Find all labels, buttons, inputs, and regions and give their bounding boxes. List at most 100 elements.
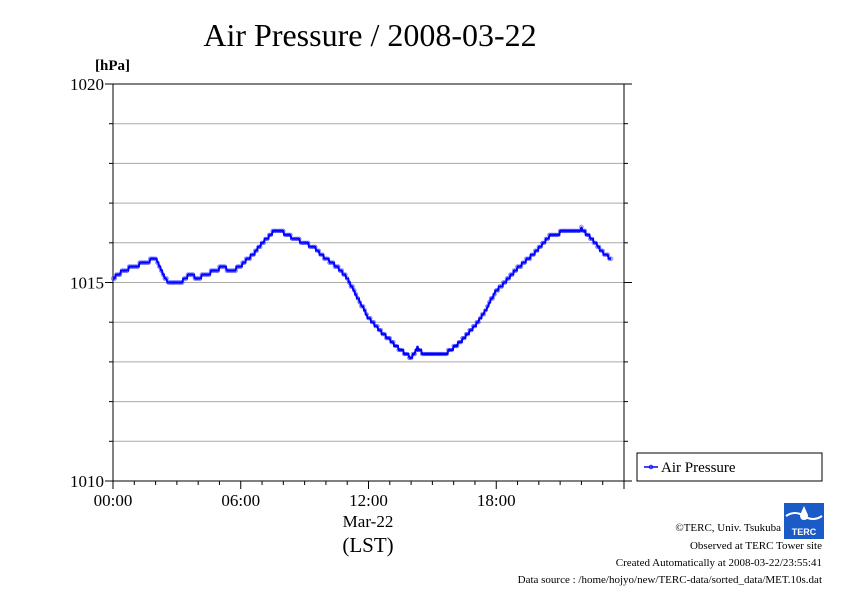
data-point: [159, 268, 164, 273]
data-point: [196, 276, 201, 281]
series-line-air-pressure: [113, 226, 612, 359]
data-point: [112, 276, 117, 281]
data-point: [506, 276, 511, 281]
data-point: [251, 252, 256, 257]
data-point: [581, 228, 586, 233]
data-point: [233, 268, 238, 273]
data-point: [160, 272, 165, 277]
data-point: [334, 264, 339, 269]
data-point: [503, 280, 508, 285]
data-point: [444, 351, 449, 357]
data-point: [483, 308, 488, 313]
data-point: [304, 240, 309, 245]
data-point: [153, 256, 158, 261]
data-point: [359, 304, 364, 309]
data-point: [403, 351, 408, 357]
data-point: [240, 260, 245, 265]
data-point: [369, 320, 375, 325]
data-point: [609, 256, 614, 261]
data-point: [603, 252, 609, 257]
data-point: [377, 328, 382, 333]
data-point: [405, 351, 410, 357]
grid-lines: [113, 123, 624, 442]
data-point: [598, 248, 604, 253]
data-point: [449, 347, 455, 353]
data-point: [155, 260, 160, 265]
data-point: [246, 256, 251, 261]
legend-box: [636, 452, 823, 482]
data-point: [214, 268, 219, 273]
data-point: [579, 224, 584, 229]
data-point: [534, 248, 540, 253]
data-point: [135, 264, 140, 269]
data-point: [540, 240, 545, 245]
data-point: [393, 343, 398, 349]
data-point: [536, 244, 541, 249]
x-tick-label: 00:00: [94, 491, 133, 510]
data-point: [538, 244, 543, 249]
data-point: [242, 260, 247, 265]
data-point: [162, 276, 167, 281]
data-point: [518, 264, 524, 269]
data-point: [471, 324, 476, 329]
data-point: [595, 244, 600, 249]
data-point: [336, 264, 341, 269]
data-point: [575, 228, 581, 233]
data-point: [236, 264, 242, 269]
data-point: [607, 256, 612, 261]
series-group: [110, 224, 614, 361]
data-point: [345, 276, 350, 281]
axis-ticks: 1010 1015 1020 00:00 06:00 12:00 18:00: [70, 75, 632, 510]
data-point: [134, 264, 139, 269]
data-point: [207, 272, 212, 277]
data-point: [400, 347, 405, 353]
data-point: [238, 264, 243, 269]
data-point: [314, 248, 320, 253]
data-point: [582, 228, 588, 233]
data-point: [368, 316, 373, 321]
data-point: [460, 336, 465, 341]
data-point: [268, 232, 274, 237]
data-point: [465, 332, 471, 337]
data-point: [343, 272, 348, 277]
data-point: [533, 248, 538, 253]
terc-logo: TERC: [784, 503, 824, 539]
data-point: [375, 324, 380, 329]
data-point: [323, 256, 329, 261]
data-point: [593, 240, 598, 245]
data-point: [371, 320, 376, 325]
data-point: [504, 276, 510, 281]
data-point: [464, 332, 469, 337]
x-date-label: Mar-22: [343, 512, 394, 531]
data-point: [597, 244, 602, 249]
data-point: [542, 240, 547, 245]
data-point: [586, 232, 591, 237]
data-point: [476, 320, 481, 325]
data-point: [394, 343, 400, 349]
data-point: [556, 232, 561, 237]
data-point: [407, 355, 412, 361]
x-tick-label: 12:00: [349, 491, 388, 510]
data-point: [389, 340, 394, 345]
data-point: [508, 272, 513, 277]
chart-title: Air Pressure / 2008-03-22: [203, 17, 536, 53]
data-point: [485, 304, 490, 309]
data-point: [510, 272, 515, 277]
data-point: [116, 272, 121, 277]
data-point: [361, 304, 366, 309]
data-point: [329, 260, 334, 265]
data-point: [605, 252, 610, 257]
data-point: [267, 232, 272, 237]
data-point: [182, 276, 187, 281]
data-point: [144, 260, 149, 265]
data-point: [373, 324, 378, 329]
legend-marker-swatch: [648, 464, 654, 470]
data-point: [355, 296, 361, 301]
data-point: [448, 347, 453, 353]
data-point: [197, 276, 203, 281]
data-point: [125, 268, 130, 273]
data-point: [258, 244, 263, 249]
data-point: [453, 343, 458, 349]
x-tick-label: 18:00: [477, 491, 516, 510]
